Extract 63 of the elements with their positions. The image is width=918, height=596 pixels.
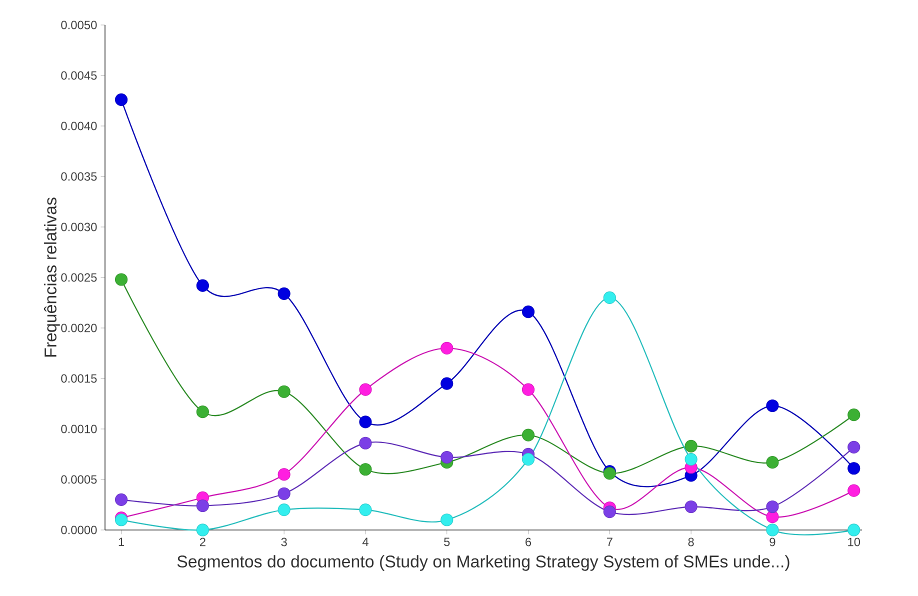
point <box>522 383 535 396</box>
point <box>278 468 290 481</box>
point <box>766 524 779 536</box>
point <box>196 279 209 292</box>
x-tick-label: 6 <box>526 538 532 546</box>
y-tick-label: 0.0015 <box>61 374 97 383</box>
point <box>848 524 860 536</box>
x-tick-label: 10 <box>848 538 860 546</box>
y-tick-label: 0.0045 <box>61 71 97 80</box>
point <box>766 399 779 412</box>
y-tick-label: 0.0000 <box>61 526 97 534</box>
point <box>196 406 209 418</box>
point <box>766 500 779 514</box>
point <box>440 342 454 354</box>
y-tick-label: 0.0010 <box>61 424 97 434</box>
x-tick-label: 2 <box>200 538 206 546</box>
point <box>114 273 128 286</box>
y-tick-label: 0.0040 <box>61 122 97 130</box>
point <box>440 514 454 526</box>
point <box>359 416 372 428</box>
point <box>114 93 128 106</box>
point <box>359 463 372 476</box>
point <box>114 493 128 506</box>
x-tick-label: 4 <box>362 538 368 546</box>
point <box>359 383 372 396</box>
point <box>848 462 860 475</box>
point <box>359 436 372 450</box>
point <box>848 440 860 454</box>
point <box>603 291 616 304</box>
point <box>684 440 698 452</box>
point <box>522 452 535 466</box>
x-tick-label: 8 <box>688 538 694 546</box>
x-tick-label: 1 <box>118 538 124 546</box>
point <box>522 306 535 318</box>
y-tick-label: 0.0020 <box>61 324 97 332</box>
y-tick-label: 0.0050 <box>61 20 97 30</box>
y-axis-title: Frequências relativas <box>44 198 60 357</box>
y-tick-label: 0.0025 <box>61 273 97 282</box>
y-tick-label: 0.0035 <box>61 172 97 181</box>
point <box>848 484 860 497</box>
point <box>684 500 698 514</box>
x-tick-label: 5 <box>444 538 450 546</box>
x-tick-label: 7 <box>606 538 612 546</box>
point <box>278 487 290 500</box>
point <box>766 456 779 469</box>
point <box>278 287 290 300</box>
y-tick-label: 0.0030 <box>61 222 97 232</box>
point <box>440 450 454 464</box>
point <box>196 524 209 536</box>
y-tick-label: 0.0005 <box>61 475 97 484</box>
x-tick-label: 3 <box>281 538 287 546</box>
point <box>278 385 290 398</box>
point <box>359 503 372 516</box>
point <box>603 506 616 518</box>
point <box>848 408 860 422</box>
x-axis-title: Segmentos do documento (Study on Marketing Strategy System of SMEs unde...) <box>177 555 790 571</box>
point <box>522 428 535 442</box>
x-tick-label: 9 <box>770 538 776 546</box>
point <box>278 503 290 516</box>
point <box>196 499 209 512</box>
point <box>684 452 698 466</box>
point <box>766 510 779 524</box>
point <box>440 377 454 390</box>
